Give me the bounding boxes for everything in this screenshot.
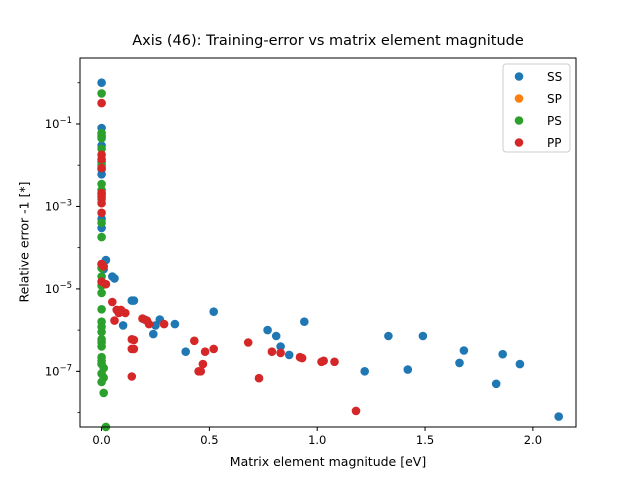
data-point-pp — [198, 359, 208, 369]
data-point-ps — [97, 144, 106, 154]
data-point-ss — [384, 331, 393, 341]
data-point-pp — [319, 356, 329, 366]
y-tick-label: 10−5 — [45, 281, 72, 296]
data-point-pp — [330, 357, 339, 367]
data-point-ss — [554, 412, 563, 421]
data-point-ps — [97, 89, 106, 98]
legend-marker-ps — [514, 116, 524, 125]
data-point-pp — [297, 353, 307, 363]
data-point-ss — [360, 367, 370, 376]
data-point-pp — [127, 344, 137, 354]
data-point-ss — [300, 317, 309, 327]
data-point-ss — [129, 296, 139, 305]
legend-label-ss: SS — [547, 70, 562, 84]
y-axis-label: Relative error -1 [*] — [16, 181, 32, 303]
data-point-pp — [243, 338, 253, 347]
data-point-ss — [97, 78, 106, 87]
data-point-pp — [110, 316, 119, 325]
data-point-pp — [159, 319, 169, 329]
chart-title: Axis (46): Training-error vs matrix elem… — [132, 33, 524, 49]
data-point-pp — [127, 372, 137, 381]
data-point-ps — [99, 388, 108, 398]
data-point-pp — [97, 208, 106, 218]
data-point-ps — [97, 305, 106, 314]
legend-box — [502, 63, 571, 153]
x-tick-label: 0.5 — [200, 433, 218, 447]
data-point-pp — [97, 163, 106, 173]
y-tick-label: 10−1 — [45, 116, 72, 131]
data-point-pp — [209, 344, 218, 354]
data-point-pp — [97, 154, 106, 164]
data-point-ss — [110, 274, 119, 283]
data-point-pp — [121, 308, 130, 318]
y-tick-label: 10−7 — [45, 363, 72, 378]
legend-label-ps: PS — [547, 114, 562, 128]
data-point-pp — [200, 347, 210, 357]
axes-frame — [79, 57, 577, 428]
x-ticks-layer: 0.0 0.5 1.0 1.5 2.0 — [92, 427, 542, 447]
data-point-pp — [351, 406, 361, 416]
data-point-ss — [498, 349, 508, 359]
data-point-ps — [97, 218, 106, 228]
data-point-ps — [97, 327, 106, 337]
data-point-pp — [99, 262, 108, 271]
data-point-ps — [97, 134, 106, 143]
data-point-ss — [455, 358, 464, 368]
data-point-ss — [271, 331, 281, 341]
data-point-ps — [97, 232, 106, 242]
data-point-pp — [190, 336, 199, 346]
data-point-pp — [97, 98, 106, 108]
data-point-pp — [276, 348, 285, 358]
data-point-ps — [97, 288, 106, 298]
data-point-pp — [97, 198, 106, 208]
data-point-ps — [97, 377, 106, 387]
data-point-ss — [403, 365, 413, 374]
data-point-pp — [144, 319, 154, 329]
x-tick-label: 2.0 — [524, 433, 542, 447]
y-ticks-layer: 10−1 10−3 10−5 10−7 — [45, 82, 80, 413]
x-tick-label: 1.0 — [308, 433, 326, 447]
data-point-ss — [459, 346, 469, 355]
data-point-ss — [284, 350, 294, 360]
data-point-ss — [263, 325, 272, 335]
data-point-pp — [129, 335, 139, 345]
data-point-ss — [149, 329, 158, 339]
data-point-ss — [118, 321, 128, 330]
data-point-ss — [276, 342, 285, 351]
x-tick-label: 0.0 — [92, 433, 110, 447]
data-point-ss — [181, 347, 190, 357]
data-point-ss — [515, 359, 525, 369]
data-points-layer — [97, 78, 563, 432]
legend-marker-pp — [514, 138, 524, 147]
data-point-pp — [101, 279, 111, 289]
data-point-pp — [97, 192, 106, 202]
y-tick-label: 10−3 — [45, 198, 72, 213]
data-point-pp — [254, 373, 264, 383]
data-point-ps — [97, 342, 106, 351]
x-tick-label: 1.5 — [416, 433, 434, 447]
legend-marker-ss — [514, 72, 524, 81]
data-point-ss — [491, 379, 501, 389]
data-point-ss — [170, 319, 180, 329]
data-point-ss — [97, 170, 106, 179]
legend-marker-sp — [514, 94, 524, 103]
data-point-ss — [209, 307, 218, 317]
data-point-ss — [418, 331, 428, 341]
data-point-ps — [97, 179, 106, 189]
data-point-pp — [196, 367, 206, 376]
legend-label-sp: SP — [547, 92, 562, 106]
x-axis-label: Matrix element magnitude [eV] — [229, 454, 427, 469]
legend: SS SP PS PP — [502, 63, 571, 153]
data-point-pp — [108, 297, 117, 307]
data-point-pp — [267, 347, 277, 357]
legend-label-pp: PP — [547, 136, 561, 150]
